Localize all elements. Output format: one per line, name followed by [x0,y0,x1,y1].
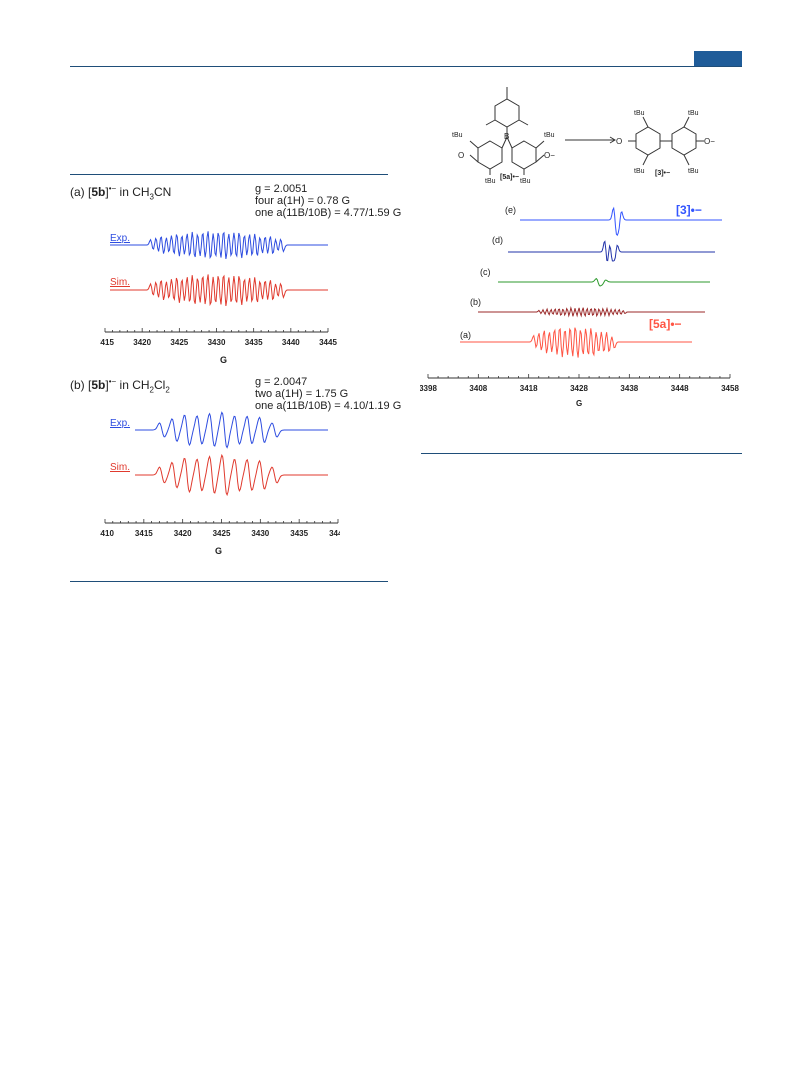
mesityl-ring [469,87,704,175]
panel-a-title: (a) [5b]•− in CH3CN [70,184,172,202]
tbu-right-top: tBu [544,132,555,139]
panel-b-title-prefix: (b) [ [70,378,92,392]
axis-tick-label: 3418 [520,384,538,393]
left-figure-bottom-rule [70,581,388,582]
tbu-prod-1: tBu [634,110,645,117]
reactant-tag: [5a]•− [649,317,682,331]
axis-tick-label: 3435 [290,529,308,538]
axis-tick-label: 3438 [620,384,638,393]
stacked-traces [460,206,722,358]
axis-tick-label: 3420 [174,529,192,538]
panel-b-exp-trace [135,411,328,449]
reactant-label: [5a]•− [500,174,519,181]
panel-a-x-axis: 3415 3420 3425 3430 3435 3440 3445 [100,328,337,347]
axis-tick-label: 3430 [251,529,269,538]
panel-b-xaxis-label: G [215,546,223,556]
panel-a-xaxis-label: G [220,355,228,365]
stacked-trace-a [460,327,692,358]
tbu-right-bottom: tBu [520,178,531,185]
stacked-trace-d [508,240,715,262]
panel-a-sim-trace [110,274,328,307]
o-minus-product: O− [704,137,715,146]
tbu-prod-3: tBu [688,110,699,117]
stacked-x-axis: 3398 3408 3418 3428 3438 3448 3458 [420,374,739,393]
panel-b-solvent-sub: 2 [149,385,154,395]
tbu-left-bottom: tBu [485,178,496,185]
panel-b-x-axis: 3410 3415 3420 3425 3430 3435 3440 [100,519,340,538]
panel-b-spectrum: 3410 3415 3420 3425 3430 3435 3440 [100,411,340,538]
panel-a-b-coupling: one a(11B/10B) = 4.77/1.59 G [255,207,402,219]
axis-tick-label: 3415 [100,338,114,347]
panel-a-solvent-pre: in CH [116,185,150,199]
axis-tick-label: 3445 [319,338,337,347]
panel-a-species: 5b [91,185,106,199]
axis-tick-label: 3435 [245,338,263,347]
panel-a-h-coupling: four a(1H) = 0.78 G [255,195,351,207]
panel-a-solvent-post: CN [153,185,172,199]
panel-a-spectrum: 3415 3420 3425 3430 3435 3440 3445 [100,231,337,347]
right-figure-bottom-rule [421,453,742,454]
o-minus-right: O− [544,151,555,160]
trace-label-c: (c) [480,267,491,277]
axis-tick-label: 3410 [100,529,114,538]
panel-b-solvent-sub2: 2 [165,385,170,395]
axis-tick-label: 3428 [570,384,588,393]
axis-tick-label: 3458 [721,384,739,393]
stacked-trace-c [498,277,710,287]
product-tag: [3]•− [676,203,702,217]
axis-tick-label: 3440 [282,338,300,347]
panel-b-solvent-pre: in CH [116,378,150,392]
trace-label-a: (a) [460,330,471,340]
panel-b-charge: •− [108,377,117,386]
product-label: [3]•− [655,170,670,177]
trace-label-e: (e) [505,205,516,215]
axis-tick-label: 3425 [170,338,188,347]
axis-tick-label: 3408 [469,384,487,393]
axis-tick-label: 3425 [213,529,231,538]
axis-tick-label: 3440 [329,529,340,538]
tbu-prod-4: tBu [688,168,699,175]
panel-a-exp-trace [110,231,328,260]
trace-label-b: (b) [470,297,481,307]
panel-a-exp-label: Exp. [110,233,131,244]
reaction-scheme: B tBu tBu tBu tBu O O− [5a]•− tBu tBu tB… [452,87,715,185]
tbu-left-top: tBu [452,132,463,139]
panel-b-title: (b) [5b]•− in CH2Cl2 [70,377,170,395]
axis-tick-label: 3398 [420,384,437,393]
panel-b-sim-trace [135,453,328,497]
panel-b-exp-label: Exp. [110,418,131,429]
panel-b-species: 5b [91,378,106,392]
panel-a-g-value: g = 2.0051 [255,183,308,195]
o-dot-product: O [616,137,622,146]
axis-tick-label: 3420 [133,338,151,347]
tbu-prod-2: tBu [634,168,645,175]
header-rule [70,66,742,67]
panel-b-g-value: g = 2.0047 [255,376,308,388]
axis-tick-label: 3415 [135,529,153,538]
panel-a-charge: •− [108,184,117,193]
trace-label-d: (d) [492,235,503,245]
axis-tick-label: 3448 [671,384,689,393]
panel-b-h-coupling: two a(1H) = 1.75 G [255,388,349,400]
stacked-trace-e [520,206,722,237]
left-figure-top-rule [70,174,388,175]
panel-b-solvent-post: Cl [153,378,166,392]
panel-b-sim-label: Sim. [110,462,130,473]
panel-b-b-coupling: one a(11B/10B) = 4.10/1.19 G [255,400,402,412]
o-dot-left: O [458,151,464,160]
panel-a-title-prefix: (a) [ [70,185,92,199]
header-tab [694,51,742,66]
panel-a-solvent-sub: 3 [149,192,154,202]
stacked-trace-b [478,305,705,318]
axis-tick-label: 3430 [208,338,226,347]
panel-a-sim-label: Sim. [110,277,130,288]
boron-label: B [504,132,509,141]
stacked-xaxis-label: G [576,399,583,408]
stacked-spectra: 3398 3408 3418 3428 3438 3448 3458 [420,206,739,393]
